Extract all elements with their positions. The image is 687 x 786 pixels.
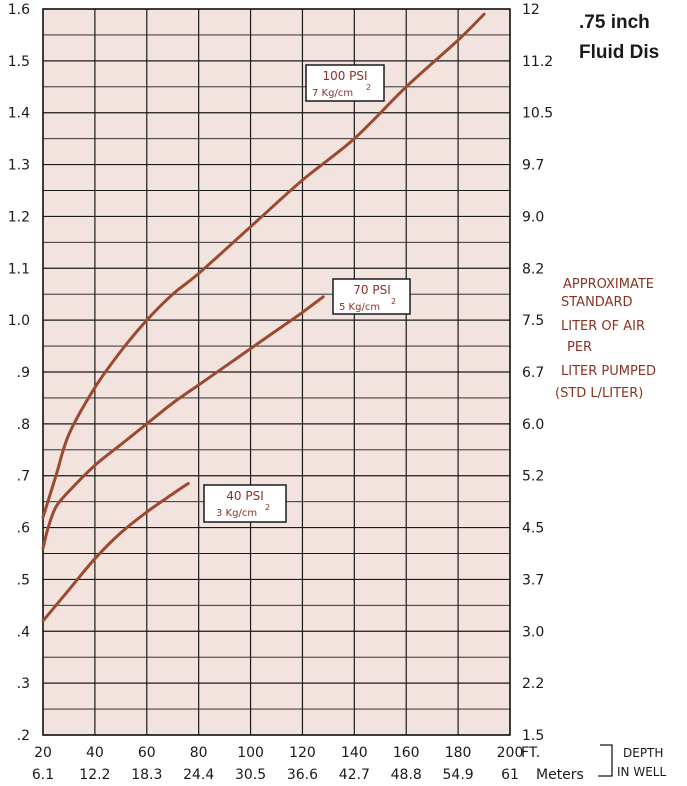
x-tick-label-meters: 48.8 [391, 767, 422, 783]
y-tick-label-right: 12 [522, 2, 540, 18]
y-tick-label: 1.3 [8, 158, 30, 174]
y-tick-label-right: 6.0 [522, 417, 544, 433]
x-tick-label: 200 [497, 745, 524, 761]
x-tick-label: 160 [393, 745, 420, 761]
y-tick-label: .9 [17, 365, 30, 381]
label-100psi: 100 PSI 7 Kg/cm 2 [305, 64, 385, 102]
y-tick-label: .3 [17, 676, 30, 692]
side-label: APPROXIMATE STANDARD LITER OF AIR PER LI… [555, 277, 656, 401]
y-tick-label-right: 10.5 [522, 106, 553, 122]
y-tick-label-right: 9.0 [522, 209, 544, 225]
x-tick-label-meters: 6.1 [32, 767, 54, 783]
label-100psi-sup: 2 [366, 83, 371, 92]
series-curve-2 [41, 295, 325, 550]
y-tick-label: .6 [17, 521, 30, 537]
y-tick-label-right: 3.0 [522, 624, 544, 640]
y-tick-label: .4 [17, 624, 30, 640]
x-tick-label: 80 [190, 745, 208, 761]
y-tick-label: 1.4 [8, 106, 30, 122]
x-tick-label: 40 [86, 745, 104, 761]
y-tick-label-right: 7.5 [522, 313, 544, 329]
label-40psi-name: 40 PSI [226, 489, 263, 503]
y-tick-label-right: 3.7 [522, 572, 544, 588]
x-tick-label: 180 [445, 745, 472, 761]
y-tick-label-right: 1.5 [522, 728, 544, 744]
side-label-line-3: LITER OF AIR [561, 319, 645, 334]
label-40psi-sub: 3 Kg/cm [216, 508, 257, 519]
label-70psi: 70 PSI 5 Kg/cm 2 [332, 278, 411, 315]
header-subtitle: Fluid Dis [579, 42, 659, 63]
series-curve-3 [41, 481, 190, 623]
label-40psi-box [203, 484, 287, 523]
x-tick-label: 120 [289, 745, 316, 761]
label-40psi: 40 PSI 3 Kg/cm 2 [203, 484, 287, 523]
x-tick-label-meters: 12.2 [79, 767, 110, 783]
y-tick-label-right: 6.7 [522, 365, 544, 381]
y-tick-label: 1.0 [8, 313, 30, 329]
side-label-line-6: (STD L/LITER) [555, 386, 643, 401]
y-tick-label-right: 4.5 [522, 521, 544, 537]
y-tick-label-right: 2.2 [522, 676, 544, 692]
y-tick-label: 1.5 [8, 54, 30, 70]
side-label-line-5: LITER PUMPED [561, 364, 656, 379]
y-tick-label: .7 [17, 469, 30, 485]
label-100psi-sub: 7 Kg/cm [312, 88, 353, 99]
label-70psi-sub: 5 Kg/cm [339, 302, 380, 313]
x-tick-label: 140 [341, 745, 368, 761]
label-40psi-sup: 2 [265, 503, 270, 512]
x-tick-label-meters: 24.4 [183, 767, 214, 783]
x-tick-label-meters: 61 [501, 767, 519, 783]
header-title: .75 inch [579, 12, 650, 33]
depth-bracket [598, 744, 613, 777]
x-tick-label: 100 [237, 745, 264, 761]
x-tick-label-meters: 18.3 [131, 767, 162, 783]
label-70psi-name: 70 PSI [353, 283, 390, 297]
grid-lines [42, 8, 511, 736]
y-tick-label: .2 [17, 728, 30, 744]
data-curves [41, 12, 486, 623]
x-tick-label-meters: 42.7 [339, 767, 370, 783]
y-tick-label: 1.2 [8, 209, 30, 225]
label-100psi-name: 100 PSI [322, 69, 367, 83]
x-unit-ft: FT. [521, 745, 540, 761]
y-tick-label-right: 11.2 [522, 54, 553, 70]
axis-tick-labels: .2 1.5 .3 2.2 .4 3.0 .5 3.7 .6 4.5 .7 5.2 .8 6.0 .9 6.7… [8, 2, 553, 783]
y-tick-label: 1.6 [8, 2, 30, 18]
x-tick-label-meters: 36.6 [287, 767, 318, 783]
y-tick-label: .8 [17, 417, 30, 433]
depth-label-line-1: DEPTH [623, 746, 663, 760]
label-70psi-sup: 2 [391, 297, 396, 306]
y-tick-label: 1.1 [8, 261, 30, 277]
y-tick-label-right: 8.2 [522, 261, 544, 277]
y-tick-label-right: 5.2 [522, 469, 544, 485]
label-70psi-box [332, 278, 411, 315]
x-tick-label: 60 [138, 745, 156, 761]
x-tick-label: 20 [34, 745, 52, 761]
side-label-line-2: STANDARD [561, 295, 633, 310]
label-100psi-box [305, 64, 385, 102]
plot-border [42, 8, 511, 736]
series-curve-1 [41, 12, 486, 519]
x-tick-label-meters: 30.5 [235, 767, 266, 783]
x-unit-meters: Meters [536, 767, 584, 783]
side-label-line-1: APPROXIMATE [563, 277, 654, 292]
x-tick-label-meters: 54.9 [443, 767, 474, 783]
y-tick-label-right: 9.7 [522, 158, 544, 174]
depth-label-line-2: IN WELL [617, 765, 666, 779]
y-tick-label: .5 [17, 572, 30, 588]
side-label-line-4: PER [567, 340, 592, 355]
